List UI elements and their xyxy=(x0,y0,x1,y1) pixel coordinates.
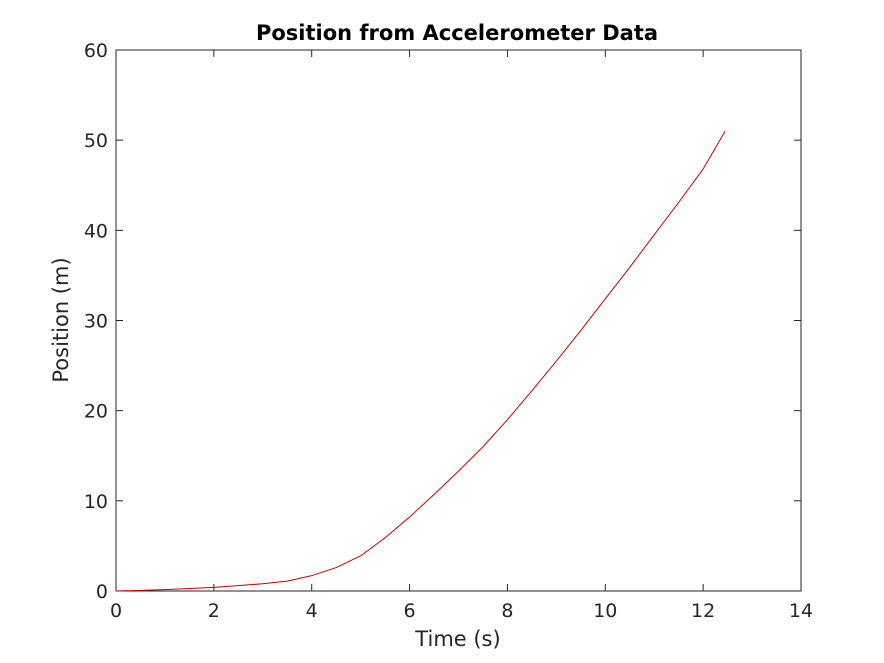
x-tick-label: 2 xyxy=(208,600,220,622)
x-tick-label: 10 xyxy=(593,600,617,622)
chart-title: Position from Accelerometer Data xyxy=(256,21,658,45)
x-tick-label: 6 xyxy=(404,600,416,622)
y-tick-label: 0 xyxy=(96,581,108,603)
series-line-0 xyxy=(115,130,726,592)
y-tick-label: 10 xyxy=(84,491,108,513)
x-tick-label: 0 xyxy=(110,600,122,622)
y-tick-labels: 0 10 20 30 40 50 60 xyxy=(84,40,108,603)
x-tick-label: 8 xyxy=(501,600,513,622)
axis-ticks xyxy=(115,49,802,592)
x-tick-labels: 0 2 4 6 8 10 12 14 xyxy=(110,600,813,622)
x-axis-label: Time (s) xyxy=(414,627,500,651)
x-tick-label: 12 xyxy=(691,600,715,622)
x-tick-label: 4 xyxy=(306,600,318,622)
x-tick-label: 14 xyxy=(789,600,813,622)
y-tick-label: 20 xyxy=(84,401,108,423)
y-tick-label: 50 xyxy=(84,130,108,152)
y-tick-label: 30 xyxy=(84,311,108,333)
y-tick-label: 60 xyxy=(84,40,108,62)
series-group xyxy=(115,130,726,592)
y-axis-label: Position (m) xyxy=(49,257,73,382)
plot-area xyxy=(115,49,802,592)
y-tick-label: 40 xyxy=(84,220,108,242)
